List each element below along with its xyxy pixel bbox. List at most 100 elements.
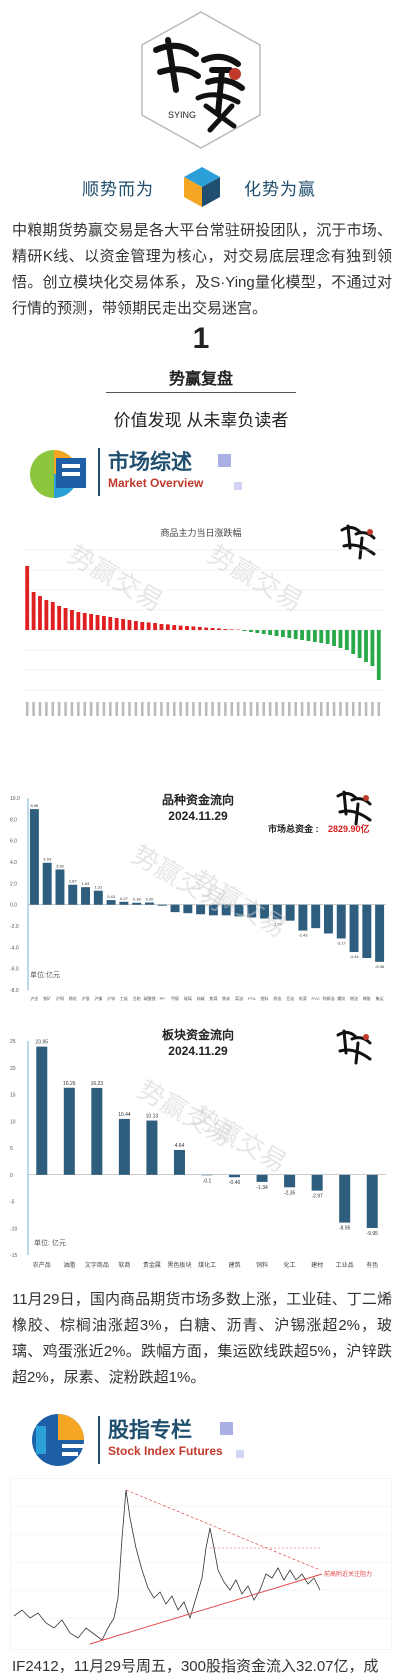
decor-square <box>218 454 231 467</box>
chart1-bar <box>133 621 138 630</box>
chart1-category-tick <box>371 702 374 716</box>
chart1-category-tick <box>211 702 214 716</box>
chart3-bar <box>311 1174 323 1191</box>
chart2-ytick: -2.0 <box>10 924 19 930</box>
chart1-bar <box>127 620 132 630</box>
chart1-category-tick <box>83 702 87 716</box>
slogan-left: 顺势而为 <box>82 180 154 199</box>
chart1-category-tick <box>57 702 61 716</box>
chart1-bar <box>25 566 30 630</box>
chart2-category-label: 橡胶 <box>363 995 371 1001</box>
chart2-category-label: 沪银 <box>82 995 90 1001</box>
chart1-category-tick <box>77 702 80 716</box>
chart1-category-tick <box>64 702 67 716</box>
chart1-category-tick <box>377 702 381 716</box>
chart4-price-line <box>13 1489 321 1641</box>
chart1-bar <box>38 596 42 630</box>
chart2-data-label: 1.87 <box>69 879 78 884</box>
chart1-category-tick <box>358 702 361 716</box>
chart1-bar <box>172 625 177 630</box>
chart1-category-tick <box>268 702 272 716</box>
market-overview-header: 市场综述 Market Overview <box>28 440 368 504</box>
chart3-ytick: 20 <box>10 1066 16 1072</box>
chart1-category-tick <box>96 702 99 716</box>
chart1-category-tick <box>45 702 48 716</box>
chart3-ytick: 5 <box>10 1146 13 1152</box>
chart3-ytick: -15 <box>10 1253 17 1259</box>
chart3-data-label: 23.95 <box>36 1040 49 1046</box>
stock-index-header: 股指专栏 Stock Index Futures <box>28 1408 368 1472</box>
chart2-bar <box>68 884 78 905</box>
chart1-category-tick <box>326 702 329 716</box>
chart1-bar <box>204 627 209 630</box>
chart2-data-label: 1.64 <box>82 881 91 886</box>
chart2-ytick: 0.0 <box>10 903 17 909</box>
chart2-category-label: PP <box>160 996 166 1001</box>
chart2-category-label: 焦煤 <box>209 995 217 1001</box>
chart1-category-tick <box>332 702 336 716</box>
chart3-bar <box>284 1174 296 1188</box>
chart1-bar <box>31 592 36 630</box>
chart3-category-label: 贵金属 <box>143 1261 161 1269</box>
chart2-total-label: 市场总资金 : <box>268 823 319 834</box>
chart1-category-tick <box>147 702 150 716</box>
chart2-ytick: 4.0 <box>10 860 17 866</box>
header-bar <box>98 1416 100 1464</box>
chart4-support-trendline <box>89 1573 323 1645</box>
chart2-bar <box>285 904 295 921</box>
chart2-category-label: 棉花 <box>69 995 77 1001</box>
chart1-category-tick <box>275 702 278 716</box>
chart1-bar <box>89 614 94 630</box>
chart2-data-label: -4.44 <box>349 954 359 959</box>
chart1-bar <box>280 630 285 637</box>
header-bar <box>98 448 100 496</box>
chart1-bar <box>249 630 253 632</box>
chart2-category-label: 碳酸锂 <box>143 995 155 1001</box>
chart2-ytick: -6.0 <box>10 967 19 973</box>
chart1-bar <box>293 630 298 639</box>
chart-daily-change: 商品主力当日涨跌幅 势赢交易 势赢交易 <box>10 520 392 735</box>
chart2-data-label: -2.43 <box>298 933 308 938</box>
cube-icon <box>182 165 222 209</box>
chart3-ytick: 15 <box>10 1093 16 1099</box>
chart3-ytick: -5 <box>10 1200 15 1206</box>
chart2-ytick: 8.0 <box>10 817 17 823</box>
chart2-bar <box>260 904 270 919</box>
chart1-bar <box>268 630 273 635</box>
chart1-category-tick <box>70 702 74 716</box>
chart2-bar <box>157 904 167 906</box>
chart1-bar <box>242 630 247 631</box>
decor-square-small <box>236 1450 244 1458</box>
chart1-category-tick <box>128 702 131 716</box>
chart3-bar <box>201 1174 213 1176</box>
chart2-category-label: 豆粕 <box>133 995 141 1001</box>
chart2-total-value: 2829.90亿 <box>328 823 370 834</box>
chart3-data-label: 16.23 <box>91 1081 104 1087</box>
chart3-data-label: 10.44 <box>118 1112 131 1118</box>
chart3-category-label: 建材 <box>311 1261 323 1269</box>
chart1-category-tick <box>172 702 176 716</box>
chart2-category-label: 铁矿 <box>43 995 51 1001</box>
chart1-category-tick <box>179 702 182 716</box>
chart1-category-tick <box>294 702 297 716</box>
chart1-category-tick <box>230 702 234 716</box>
chart2-category-label: 燃油 <box>350 995 358 1001</box>
chart2-bar <box>272 904 282 920</box>
chart3-data-label: -2.97 <box>311 1194 323 1200</box>
chart1-category-tick <box>224 702 227 716</box>
chart1-bar <box>121 619 126 630</box>
chart2-category-label: 塑料 <box>261 995 269 1001</box>
chart1-category-tick <box>243 702 246 716</box>
market-overview-icon <box>28 440 92 504</box>
chart1-category-tick <box>185 702 189 716</box>
chart1-bar <box>44 600 49 630</box>
chart1-category-tick <box>288 702 291 716</box>
chart1-bar <box>70 610 74 630</box>
chart1-category-tick <box>32 702 35 716</box>
chart1-category-tick <box>364 702 368 716</box>
chart3-bar <box>91 1087 103 1175</box>
chart2-category-label: 纸浆 <box>299 995 307 1001</box>
chart3-data-label: 10.13 <box>146 1114 159 1120</box>
chart-sector-flow: 板块资金流向 2024.11.29 25 20 15 10 5 0 -5 -10 -15 23.95 农… <box>10 1025 392 1275</box>
chart2-category-label: 沪镍 <box>94 995 102 1001</box>
